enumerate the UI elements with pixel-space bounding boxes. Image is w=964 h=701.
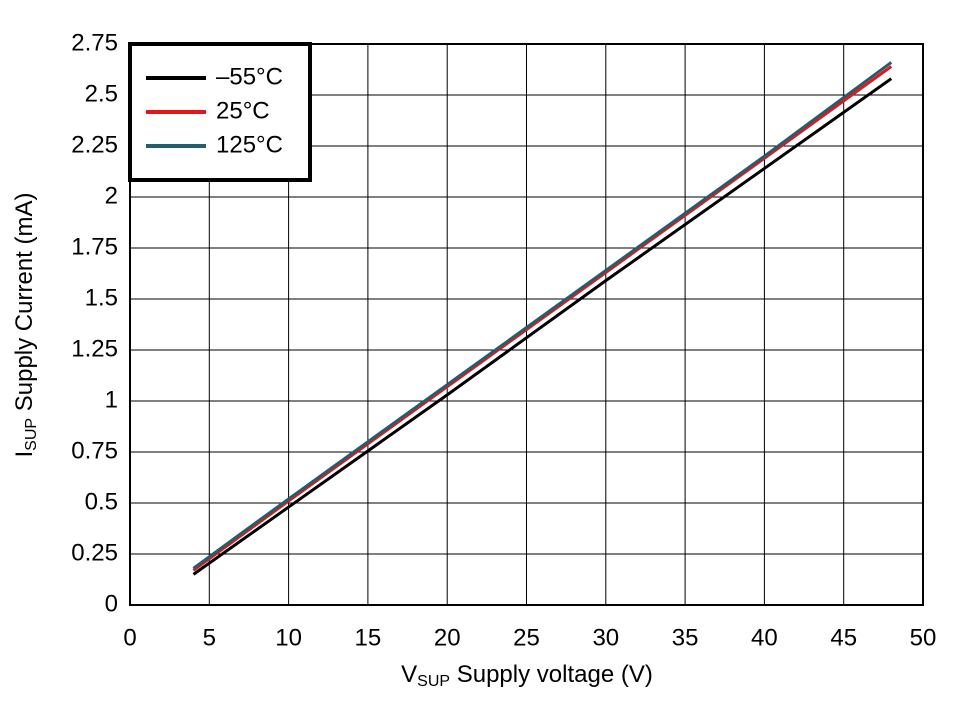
y-tick-label: 2.25 <box>71 131 118 158</box>
y-axis-label: ISUP Supply Current (mA) <box>11 193 40 458</box>
plot-frame <box>129 43 924 606</box>
legend-label: –55°C <box>216 63 283 90</box>
y-label-rest: Supply Current (mA) <box>11 193 38 418</box>
x-tick-label: 5 <box>203 624 216 651</box>
legend-label: 125°C <box>216 131 283 158</box>
legend-box <box>128 42 312 182</box>
x-tick-label: 15 <box>355 624 382 651</box>
y-tick-label: 0 <box>105 590 118 617</box>
y-label-sub: SUP <box>23 418 40 451</box>
x-tick-label: 30 <box>592 624 619 651</box>
legend-label: 25°C <box>216 97 270 124</box>
y-label-main: I <box>11 451 38 458</box>
y-tick-label: 2 <box>105 182 118 209</box>
x-tick-label: 45 <box>830 624 857 651</box>
y-tick-label: 2.75 <box>71 29 118 56</box>
y-tick-label: 1.5 <box>85 284 118 311</box>
series-line <box>192 61 893 570</box>
y-tick-label: 2.5 <box>85 80 118 107</box>
y-tick-label: 0.5 <box>85 488 118 515</box>
x-tick-label: 20 <box>434 624 461 651</box>
y-tick-label: 0.25 <box>71 539 118 566</box>
y-tick-label: 1.25 <box>71 335 118 362</box>
x-tick-label: 10 <box>275 624 302 651</box>
x-tick-label: 40 <box>751 624 778 651</box>
x-label-main: V <box>401 661 417 688</box>
x-label-sub: SUP <box>417 673 450 690</box>
x-tick-label: 25 <box>513 624 540 651</box>
y-tick-label: 1.75 <box>71 233 118 260</box>
y-tick-label: 0.75 <box>71 437 118 464</box>
x-tick-label: 35 <box>672 624 699 651</box>
series-line <box>192 65 893 572</box>
x-label-rest: Supply voltage (V) <box>450 661 653 688</box>
x-tick-label: 50 <box>910 624 937 651</box>
y-tick-label: 1 <box>105 386 118 413</box>
x-tick-label: 0 <box>123 624 136 651</box>
x-axis-label: VSUP Supply voltage (V) <box>401 661 653 690</box>
series-line <box>192 77 893 576</box>
